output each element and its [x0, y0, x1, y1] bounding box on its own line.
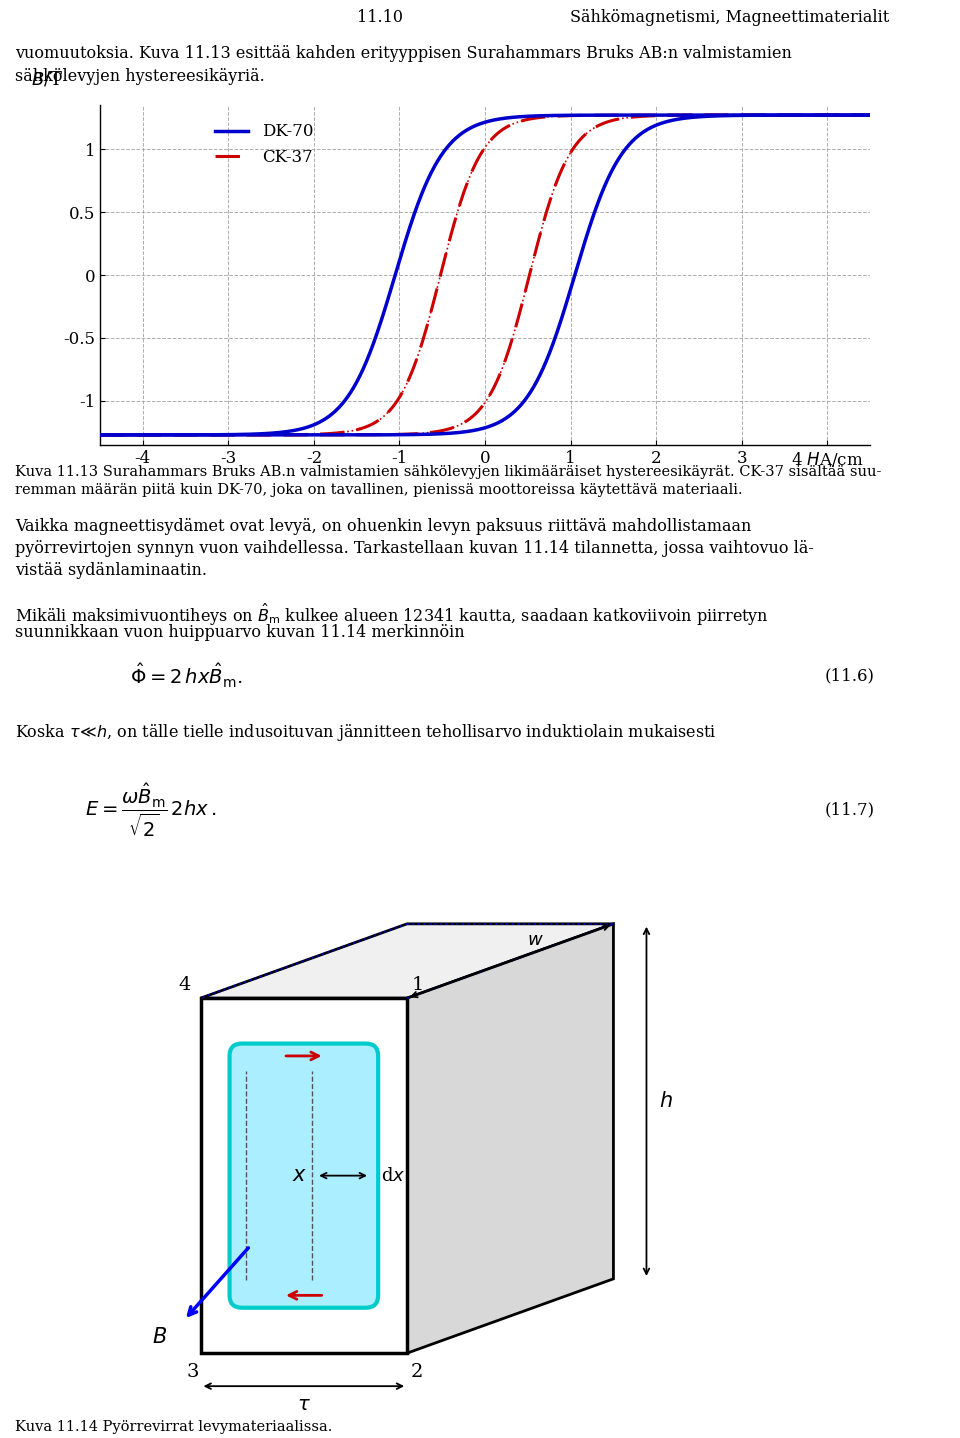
Text: Kuva 11.13 Surahammars Bruks AB.n valmistamien sähkölevyjen likimääräiset hyster: Kuva 11.13 Surahammars Bruks AB.n valmis… — [15, 464, 881, 479]
Text: $B$/T: $B$/T — [31, 69, 62, 88]
Text: remman määrän piitä kuin DK-70, joka on tavallinen, pienissä moottoreissa käytet: remman määrän piitä kuin DK-70, joka on … — [15, 483, 743, 498]
Polygon shape — [201, 998, 407, 1353]
Polygon shape — [201, 923, 613, 998]
Polygon shape — [407, 923, 613, 1353]
Text: $B$: $B$ — [152, 1327, 167, 1346]
FancyBboxPatch shape — [229, 1044, 378, 1307]
Text: $\tau$: $\tau$ — [297, 1396, 311, 1414]
Text: Koska $\tau\!\ll\! h$, on tälle tielle indusoituvan jännitteen tehollisarvo indu: Koska $\tau\!\ll\! h$, on tälle tielle i… — [15, 722, 717, 743]
Text: 2: 2 — [411, 1363, 423, 1380]
Text: 1: 1 — [411, 976, 423, 994]
Text: vistää sydänlaminaatin.: vistää sydänlaminaatin. — [15, 562, 207, 580]
Text: vuomuutoksia. Kuva 11.13 esittää kahden erityyppisen Surahammars Bruks AB:n valm: vuomuutoksia. Kuva 11.13 esittää kahden … — [15, 45, 792, 62]
Text: Sähkömagnetismi, Magneettimaterialit: Sähkömagnetismi, Magneettimaterialit — [570, 10, 890, 26]
Text: pyörrevirtojen synnyn vuon vaihdellessa. Tarkastellaan kuvan 11.14 tilannetta, j: pyörrevirtojen synnyn vuon vaihdellessa.… — [15, 541, 814, 557]
Text: $h$: $h$ — [659, 1091, 673, 1112]
Text: d$x$: d$x$ — [380, 1166, 405, 1185]
Text: Vaikka magneettisydämet ovat levyä, on ohuenkin levyn paksuus riittävä mahdollis: Vaikka magneettisydämet ovat levyä, on o… — [15, 518, 752, 535]
Text: $x$: $x$ — [292, 1166, 307, 1185]
Text: sähkölevyjen hystereesikäyriä.: sähkölevyjen hystereesikäyriä. — [15, 68, 265, 85]
Legend: DK-70, CK-37: DK-70, CK-37 — [208, 116, 320, 173]
Text: (11.6): (11.6) — [825, 667, 875, 684]
Text: $E = \dfrac{\omega\hat{B}_{\mathrm{m}}}{\sqrt{2}}\,2hx\,.$: $E = \dfrac{\omega\hat{B}_{\mathrm{m}}}{… — [85, 781, 216, 838]
Text: suunnikkaan vuon huippuarvo kuvan 11.14 merkinnöin: suunnikkaan vuon huippuarvo kuvan 11.14 … — [15, 624, 465, 641]
Text: Kuva 11.14 Pyörrevirrat levymateriaalissa.: Kuva 11.14 Pyörrevirrat levymateriaaliss… — [15, 1419, 332, 1434]
Text: 3: 3 — [186, 1363, 199, 1380]
Text: 11.10: 11.10 — [357, 10, 403, 26]
Text: $w$: $w$ — [527, 930, 543, 949]
Text: Mikäli maksimivuontiheys on $\hat{B}_{\mathrm{m}}$ kulkee alueen 12341 kautta, s: Mikäli maksimivuontiheys on $\hat{B}_{\m… — [15, 603, 769, 628]
Text: 4: 4 — [179, 976, 191, 994]
Text: (11.7): (11.7) — [825, 801, 875, 818]
Text: $\hat{\Phi} = 2\,hx\hat{B}_{\mathrm{m}}$.: $\hat{\Phi} = 2\,hx\hat{B}_{\mathrm{m}}$… — [130, 661, 243, 690]
